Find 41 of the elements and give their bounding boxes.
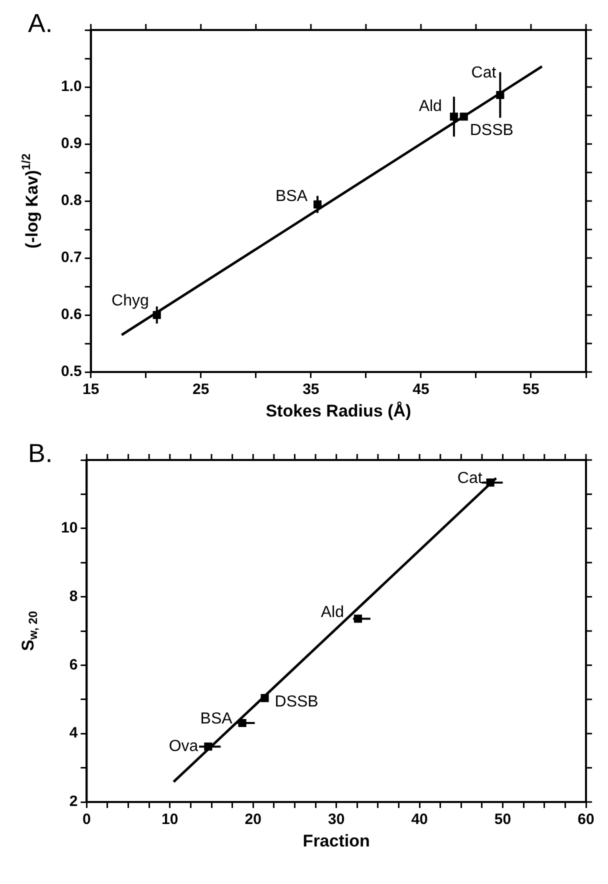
y-axis-title: Sw, 20 <box>18 610 40 651</box>
x-axis-title: Stokes Radius (Å) <box>266 402 412 421</box>
y-tick-label: 0.9 <box>60 135 82 152</box>
text: 1.0 <box>60 78 82 96</box>
x-tick-label: 25 <box>192 381 210 398</box>
y-tick-label: 0.5 <box>60 363 82 380</box>
annotation: Cat <box>471 64 497 82</box>
annotation: BSA <box>276 188 308 205</box>
y-tick-label: 0.8 <box>60 192 82 210</box>
chart-title: A. <box>28 8 53 38</box>
x-tick-label: 45 <box>412 381 430 398</box>
annotation: Ald <box>320 604 344 622</box>
x-tick-label: 40 <box>411 811 428 828</box>
x-tick-label: 15 <box>82 381 100 398</box>
y-tick-label: 10 <box>60 520 78 537</box>
annotation: Ova <box>168 738 198 755</box>
x-tick-label: 60 <box>578 811 594 828</box>
x-tick-label: 10 <box>162 811 178 828</box>
point <box>460 112 468 121</box>
y-tick-label: 2 <box>69 793 78 810</box>
x-tick-label: 35 <box>302 381 320 398</box>
x-tick-label: 30 <box>328 811 345 828</box>
x-tick-label: 0 <box>82 811 91 828</box>
y-axis-title: (-log Kav)1/2 <box>19 153 42 248</box>
y-tick-label: 0.6 <box>60 306 82 324</box>
annotation: Cat <box>457 470 483 487</box>
annotation: Ald <box>418 98 442 116</box>
annotation: DSSB <box>470 122 514 140</box>
point <box>260 694 269 702</box>
y-tick-label: 6 <box>69 656 78 674</box>
annotation: DSSB <box>274 693 318 710</box>
chart-title: B. <box>28 438 53 468</box>
x-axis-title: Fraction <box>302 832 370 851</box>
y-tick-label: 4 <box>69 724 78 742</box>
x-tick-label: 20 <box>244 811 262 828</box>
y-tick-label: 8 <box>69 588 78 605</box>
x-tick-label: 50 <box>494 811 512 828</box>
annotation: BSA <box>200 710 233 728</box>
x-tick-label: 55 <box>522 381 540 398</box>
annotation: Chyg <box>112 292 149 310</box>
y-tick-label: 0.7 <box>60 249 82 266</box>
